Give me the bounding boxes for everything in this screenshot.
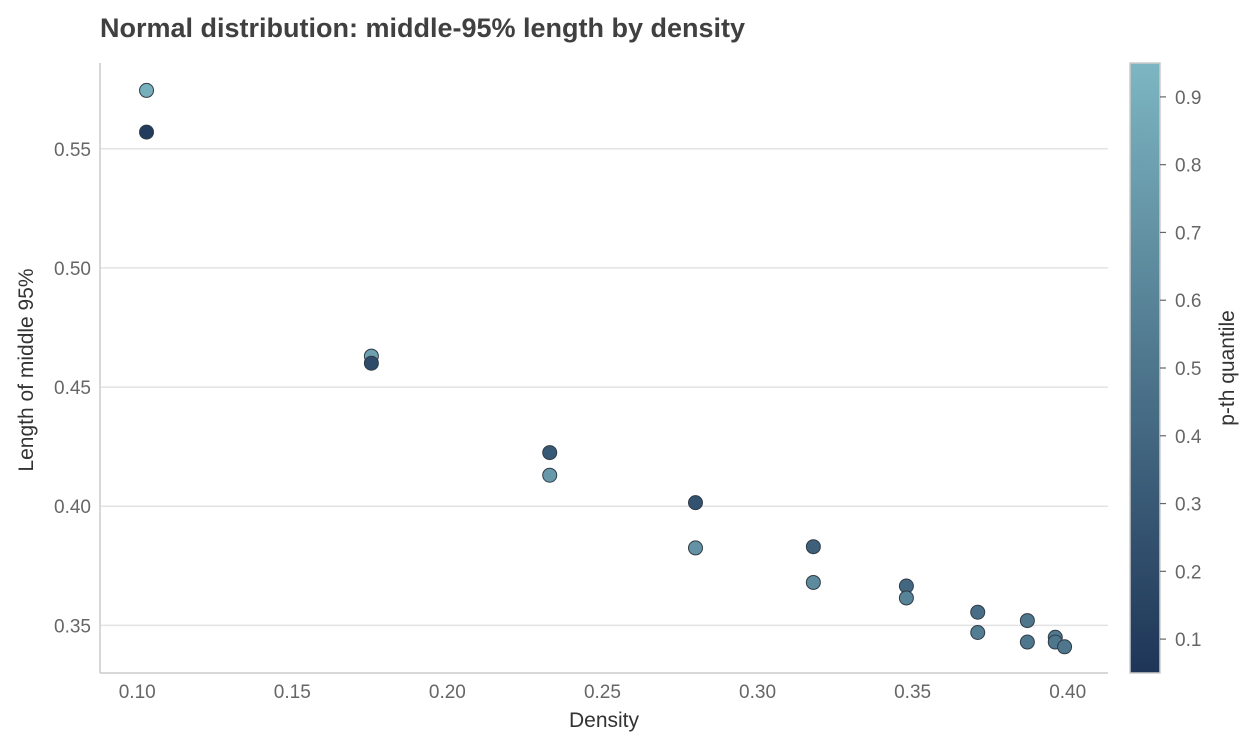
scatter-point <box>805 539 821 555</box>
y-tick-label: 0.45 <box>54 378 91 399</box>
scatter-point <box>363 355 379 371</box>
colorbar-tick-label: 0.5 <box>1175 359 1201 380</box>
scatter-point <box>1057 639 1073 655</box>
scatter-point <box>898 590 914 606</box>
scatter-point <box>687 540 703 556</box>
scatter-point <box>1019 634 1035 650</box>
x-tick-label: 0.10 <box>119 682 156 703</box>
colorbar-tick-label: 0.4 <box>1175 427 1202 448</box>
scatter-point <box>542 445 558 461</box>
x-axis-title: Density <box>569 709 640 732</box>
x-tick-labels: 0.10 0.15 0.20 0.25 0.30 0.35 0.40 <box>119 682 1086 703</box>
colorbar-tick-label: 0.9 <box>1175 88 1201 109</box>
y-tick-label: 0.55 <box>54 140 91 161</box>
chart-title: Normal distribution: middle-95% length b… <box>100 13 745 43</box>
scatter-point <box>970 624 986 640</box>
colorbar-tick-label: 0.1 <box>1175 630 1201 651</box>
colorbar-tick-label: 0.6 <box>1175 291 1201 312</box>
x-tick-label: 0.40 <box>1049 682 1086 703</box>
scatter-point <box>1019 613 1035 629</box>
colorbar-tick-label: 0.7 <box>1175 223 1201 244</box>
x-tick-label: 0.20 <box>429 682 466 703</box>
scatter-point <box>542 467 558 483</box>
colorbar-ticks: 0.1 0.2 0.3 0.4 0.5 0.6 0.7 0.8 0.9 <box>1160 88 1202 651</box>
colorbar-tick-label: 0.8 <box>1175 156 1201 177</box>
colorbar-tick-label: 0.2 <box>1175 562 1201 583</box>
data-points <box>139 82 1073 655</box>
x-tick-label: 0.30 <box>739 682 776 703</box>
scatter-point <box>970 604 986 620</box>
y-axis-title: Length of middle 95% <box>15 268 38 471</box>
x-tick-label: 0.35 <box>894 682 931 703</box>
scatter-point <box>687 495 703 511</box>
y-tick-label: 0.35 <box>54 616 91 637</box>
colorbar-title: p-th quantile <box>1216 310 1239 426</box>
x-tick-label: 0.25 <box>584 682 621 703</box>
y-tick-label: 0.40 <box>54 497 91 518</box>
colorbar <box>1129 62 1161 674</box>
scatter-point <box>139 82 155 98</box>
y-tick-label: 0.50 <box>54 259 91 280</box>
scatter-point <box>805 574 821 590</box>
scatter-point <box>139 124 155 140</box>
colorbar-tick-label: 0.3 <box>1175 495 1201 516</box>
x-tick-label: 0.15 <box>274 682 311 703</box>
gridlines <box>100 148 1108 627</box>
y-tick-labels: 0.35 0.40 0.45 0.50 0.55 <box>54 140 91 638</box>
